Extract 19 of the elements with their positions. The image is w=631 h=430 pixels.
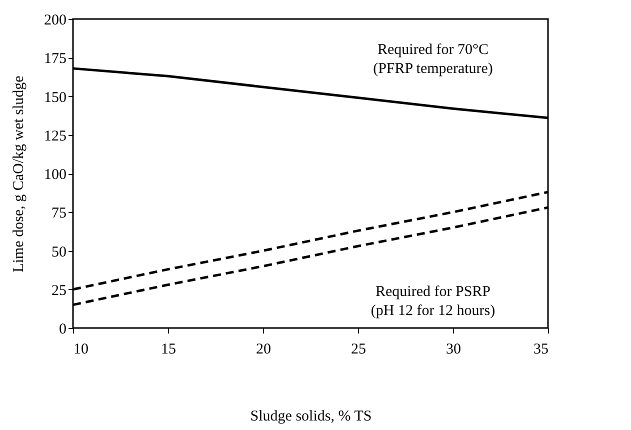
x-tick-label: 15 (161, 342, 176, 358)
y-tick-label: 75 (52, 206, 66, 222)
y-tick-label: 125 (44, 128, 66, 144)
x-axis-title: Sludge solids, % TS (250, 408, 372, 424)
annotation: Required for PSRP (pH 12 for 12 hours) (370, 284, 496, 319)
x-tick-label: 10 (74, 342, 88, 358)
x-tick-label: 30 (446, 342, 461, 358)
y-axis-title: Lime dose, g CaO/kg wet sludge (11, 75, 27, 272)
y-tick-label: 200 (44, 12, 66, 28)
x-tick-label: 20 (256, 342, 271, 358)
y-tick-label: 25 (52, 282, 66, 299)
y-tick-label: 0 (59, 322, 66, 338)
annotation: Required for 70°C (PFRP temperature) (373, 42, 493, 77)
y-tick-label: 100 (44, 167, 66, 183)
x-tick-label: 25 (351, 342, 366, 358)
y-tick-label: 175 (44, 51, 66, 68)
x-tick-label: 35 (534, 342, 548, 358)
y-tick-label: 150 (44, 90, 66, 106)
y-tick-label: 50 (52, 244, 66, 260)
